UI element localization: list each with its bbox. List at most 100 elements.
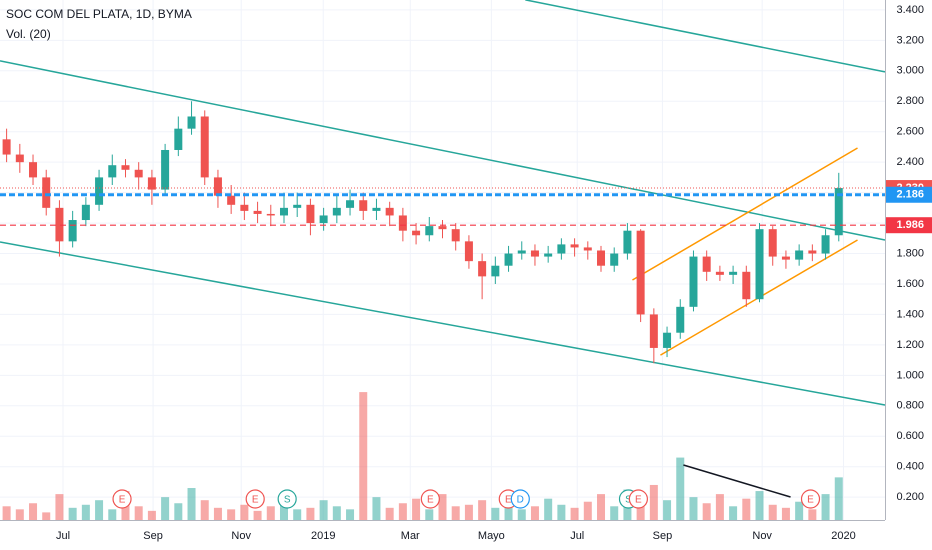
candle-body (240, 204, 249, 211)
volume-bar (702, 503, 711, 520)
event-marker (510, 489, 530, 509)
volume-bar (834, 477, 843, 520)
event-label: E (252, 495, 259, 506)
y-tick-label: 2.600 (896, 126, 924, 138)
candle-body (544, 253, 553, 257)
volume-bar (346, 509, 355, 520)
x-tick-label: 2020 (831, 530, 855, 542)
candle-body (121, 165, 130, 170)
candle-body (517, 250, 526, 254)
volume-bar (544, 498, 553, 520)
volume-bar (491, 507, 500, 520)
candle-body (81, 204, 90, 221)
candle-body (42, 177, 51, 208)
x-tick-label: Nov (752, 530, 772, 542)
trendline (632, 147, 858, 281)
volume-bar (227, 509, 236, 520)
volume-bar (42, 512, 51, 520)
y-tick-label: 0.200 (896, 491, 924, 503)
volume-bar (438, 494, 447, 520)
candle-body (689, 256, 698, 307)
candle-body (398, 215, 407, 231)
candle-body (108, 165, 117, 178)
candle-body (676, 306, 685, 333)
candle-body (504, 253, 513, 266)
event-label: E (427, 495, 434, 506)
candle-body (623, 230, 632, 254)
plot-area (0, 0, 886, 520)
volume-bar (68, 507, 77, 520)
trendline (0, 241, 886, 406)
event-marker (245, 489, 265, 509)
candle-body (438, 226, 447, 230)
y-tick-label: 3.200 (896, 34, 924, 46)
candle-body (808, 250, 817, 254)
volume-bar (147, 510, 156, 520)
candle-body (15, 154, 24, 163)
event-label: S (284, 495, 291, 506)
candle-body (570, 244, 579, 248)
x-tick-label: Sep (143, 530, 163, 542)
x-tick-label: Mayo (478, 530, 505, 542)
volume-bar (385, 507, 394, 520)
y-tick-label: 0.600 (896, 430, 924, 442)
volume-bar (557, 504, 566, 520)
volume-bar (213, 507, 222, 520)
volume-bar (372, 497, 381, 520)
volume-bar (108, 509, 117, 520)
volume-bar (359, 392, 368, 520)
y-tick-label: 1.200 (896, 339, 924, 351)
price-tag (886, 186, 932, 203)
candle-body (227, 195, 236, 205)
candle-body (610, 253, 619, 266)
candle-body (795, 250, 804, 260)
volume-bar (412, 498, 421, 520)
candle-body (702, 256, 711, 272)
candle-body (29, 162, 38, 178)
candle-body (161, 149, 170, 190)
y-tick-label: 1.600 (896, 278, 924, 290)
y-tick-label: 2.800 (896, 95, 924, 107)
volume-bar (81, 504, 90, 520)
volume-bar (279, 501, 288, 520)
event-marker (112, 489, 132, 509)
volume-bar (755, 491, 764, 520)
volume-bar (715, 494, 724, 520)
x-tick-label: 2019 (311, 530, 335, 542)
volume-bar (55, 494, 64, 520)
candle-body (649, 314, 658, 348)
candle-body (346, 200, 355, 208)
indicator-label: Vol. (20) (6, 27, 51, 41)
candle-body (451, 229, 460, 242)
candle-body (742, 271, 751, 300)
candle-body (768, 229, 777, 257)
volume-bar (663, 500, 672, 520)
volume-bar (29, 503, 38, 520)
candle-body (200, 116, 209, 178)
volume-bar (597, 494, 606, 520)
volume-bar (808, 509, 817, 520)
candle-body (2, 139, 11, 155)
volume-bar (319, 500, 328, 520)
candle-body (583, 247, 592, 251)
event-label: E (119, 495, 126, 506)
y-tick-label: 1.400 (896, 308, 924, 320)
candle-body (412, 230, 421, 236)
volume-bar (610, 506, 619, 520)
volume-bar (187, 488, 196, 520)
event-label: S (625, 495, 632, 506)
volume-bar (530, 506, 539, 520)
volume-bar (95, 500, 104, 520)
volume-bar (478, 500, 487, 520)
volume-bar (583, 501, 592, 520)
trendline (0, 60, 886, 241)
volume-bar (425, 509, 434, 520)
event-marker (420, 489, 440, 509)
volume-bar (293, 509, 302, 520)
price-tag (886, 217, 932, 234)
volume-bar (253, 510, 262, 520)
volume-bar (729, 506, 738, 520)
candle-body (279, 207, 288, 216)
event-marker (628, 489, 648, 509)
